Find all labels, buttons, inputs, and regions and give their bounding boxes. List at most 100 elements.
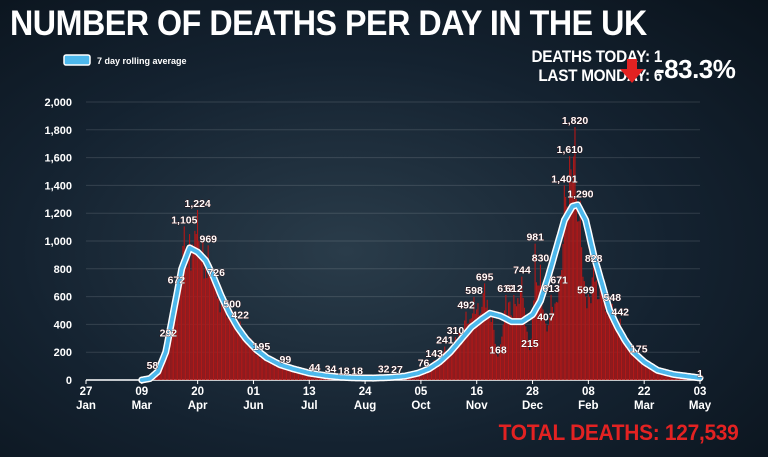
daily-bar — [167, 339, 169, 380]
daily-bar — [541, 288, 543, 380]
daily-bar — [469, 319, 471, 380]
daily-bar — [259, 357, 261, 380]
daily-bar — [430, 365, 433, 380]
daily-bar — [219, 312, 221, 380]
daily-bar — [486, 299, 488, 380]
data-label: 612 — [497, 283, 515, 295]
daily-bar — [174, 304, 176, 380]
daily-bar — [293, 370, 296, 380]
data-label: 195 — [253, 341, 271, 353]
data-label: 32 — [378, 364, 390, 376]
daily-bar — [262, 355, 264, 380]
daily-bar — [232, 321, 234, 380]
daily-bar — [619, 318, 621, 380]
daily-bar — [457, 337, 459, 380]
daily-bar — [579, 200, 581, 380]
x-tick-day: 13 — [303, 386, 316, 398]
x-tick-month: Oct — [411, 400, 430, 412]
y-tick-label: 800 — [54, 264, 72, 276]
daily-bar — [437, 359, 439, 380]
daily-bar — [499, 344, 502, 380]
daily-bar — [578, 221, 580, 380]
daily-bar — [194, 230, 196, 380]
data-label: 99 — [280, 354, 292, 366]
daily-bar — [484, 283, 486, 380]
y-tick-label: 1,200 — [44, 208, 72, 220]
daily-bar — [182, 245, 184, 380]
daily-bar — [482, 293, 484, 380]
data-label: 981 — [526, 232, 544, 244]
daily-bar — [549, 317, 551, 380]
daily-bar — [581, 247, 583, 380]
daily-bar — [555, 301, 557, 380]
daily-bar — [440, 354, 442, 380]
daily-bar — [162, 358, 164, 380]
x-tick-month: Jan — [76, 400, 96, 412]
daily-bar — [612, 319, 615, 380]
daily-bar — [473, 296, 475, 380]
daily-bar — [274, 365, 276, 380]
data-label: 726 — [207, 267, 225, 279]
data-label: 612 — [505, 283, 523, 295]
total-deaths: TOTAL DEATHS: 127,539 — [498, 420, 738, 445]
daily-bar — [460, 335, 462, 380]
daily-bar — [558, 286, 560, 380]
data-label: 58 — [147, 360, 159, 372]
daily-bar — [434, 364, 436, 380]
daily-bar — [610, 309, 612, 380]
daily-bar — [296, 371, 298, 380]
x-tick-day: 27 — [80, 386, 93, 398]
daily-bar — [312, 374, 314, 380]
y-tick-label: 1,600 — [44, 153, 72, 165]
x-tick-month: Mar — [132, 400, 153, 412]
daily-bar — [490, 321, 492, 380]
down-arrow-icon — [620, 59, 644, 83]
daily-bar — [477, 303, 479, 380]
daily-bar — [539, 264, 541, 380]
daily-bar — [248, 347, 250, 380]
daily-bar — [270, 363, 272, 380]
daily-bar — [278, 366, 280, 380]
daily-bar — [420, 372, 422, 380]
daily-bar — [638, 355, 640, 380]
daily-bar — [204, 256, 207, 380]
daily-bar — [594, 281, 596, 380]
x-tick-day: 20 — [191, 386, 204, 398]
daily-bar — [573, 156, 575, 380]
daily-bar — [315, 375, 317, 380]
x-tick-day: 05 — [415, 386, 428, 398]
daily-bar — [290, 369, 292, 380]
daily-bar — [582, 276, 584, 380]
daily-bar — [267, 359, 269, 380]
daily-bar — [299, 372, 301, 380]
daily-bar — [244, 340, 246, 380]
data-label: 241 — [436, 335, 454, 347]
daily-bar — [286, 370, 288, 380]
chart-title: NUMBER OF DEATHS PER DAY IN THE UK — [10, 4, 647, 43]
daily-bar — [608, 307, 611, 380]
x-tick-day: 22 — [638, 386, 651, 398]
daily-bar — [468, 323, 470, 380]
data-label: 1,224 — [184, 198, 210, 210]
daily-bar — [231, 310, 233, 380]
daily-bar — [671, 376, 673, 380]
data-label: 34 — [325, 363, 337, 375]
data-label: 310 — [447, 325, 465, 337]
daily-bar — [526, 331, 528, 380]
daily-bar — [284, 366, 286, 380]
x-axis-ticks: 27 Jan 09 Mar 20 Apr 01 Jun 13 Jul 24 Aug 05 Oct 16 Nov… — [76, 380, 712, 412]
daily-bar — [196, 209, 199, 380]
daily-bar — [195, 233, 197, 380]
x-tick-month: Jun — [243, 400, 263, 412]
daily-bar — [436, 362, 438, 380]
daily-bar — [223, 296, 225, 380]
data-label: 76 — [418, 357, 430, 369]
daily-bar — [590, 303, 592, 380]
daily-bar — [466, 323, 468, 380]
daily-bar — [563, 185, 565, 380]
daily-bar — [453, 348, 455, 380]
daily-bar — [634, 356, 636, 380]
daily-bar — [458, 331, 460, 380]
daily-bar — [535, 282, 537, 380]
